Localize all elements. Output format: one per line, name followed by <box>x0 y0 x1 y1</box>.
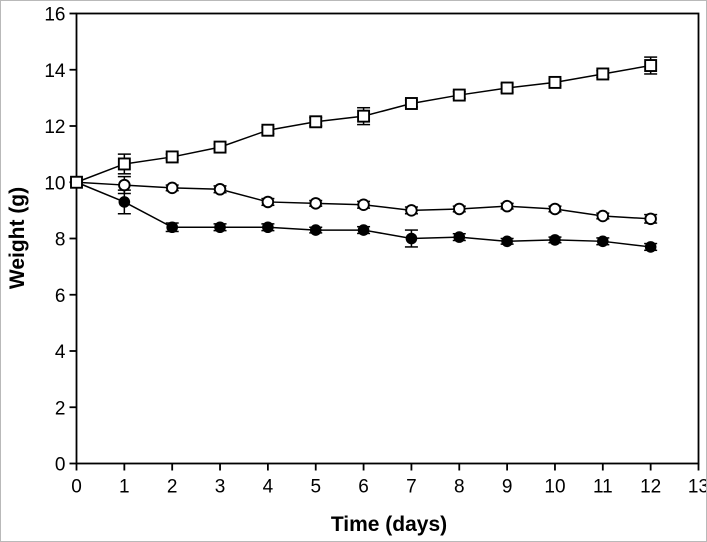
y-tick-label: 12 <box>44 117 65 138</box>
x-tick-label: 13 <box>688 477 706 498</box>
x-tick-label: 3 <box>215 477 226 498</box>
x-tick-label: 11 <box>593 477 613 498</box>
open-circle-marker <box>118 178 131 192</box>
filled-circle-marker <box>118 196 131 208</box>
y-tick-label: 4 <box>55 342 66 363</box>
open-square-marker <box>261 123 275 137</box>
open-circle-marker <box>309 197 322 210</box>
x-axis-label: Time (days) <box>331 513 447 536</box>
y-tick-label: 14 <box>44 61 66 82</box>
y-tick-label: 0 <box>55 455 66 476</box>
filled-circle-marker <box>549 234 561 246</box>
open-circle-marker <box>500 199 514 213</box>
open-circle-marker <box>165 181 179 195</box>
open-circle-marker <box>644 212 657 226</box>
open-square-marker <box>213 140 227 154</box>
filled-circle-marker <box>597 235 609 248</box>
x-tick-label: 1 <box>119 477 130 498</box>
open-circle-marker <box>213 183 227 196</box>
open-square-marker <box>500 81 514 95</box>
x-tick-label: 0 <box>71 477 82 498</box>
filled-circle-marker <box>309 224 322 236</box>
x-tick-label: 6 <box>358 477 369 498</box>
open-circle-marker <box>357 198 370 211</box>
open-square-marker <box>70 175 83 189</box>
open-circle-marker <box>261 195 275 209</box>
open-square-marker <box>404 97 418 110</box>
x-tick-label: 12 <box>640 477 661 498</box>
y-tick-label: 6 <box>55 286 66 307</box>
y-axis-label: Weight (g) <box>6 187 29 289</box>
open-square-marker <box>452 88 466 102</box>
y-tick-label: 8 <box>55 230 66 251</box>
open-circle-marker <box>453 202 466 216</box>
open-square-marker <box>596 67 610 81</box>
open-circle-marker <box>548 202 562 216</box>
open-square-marker <box>357 109 371 123</box>
x-tick-label: 4 <box>263 477 274 498</box>
filled-circle-marker <box>453 231 466 243</box>
open-circle-marker <box>596 209 610 223</box>
filled-circle-marker <box>644 241 657 253</box>
open-square-marker <box>644 59 658 72</box>
x-tick-label: 8 <box>454 477 465 498</box>
y-tick-label: 10 <box>44 173 65 194</box>
x-tick-label: 10 <box>544 477 565 498</box>
x-tick-label: 2 <box>167 477 178 498</box>
filled-circle-series-line <box>76 181 651 248</box>
open-square-marker <box>165 150 179 164</box>
y-tick-label: 16 <box>44 5 65 26</box>
open-square-marker <box>548 75 562 89</box>
x-tick-label: 7 <box>406 477 417 498</box>
open-square-marker <box>309 115 323 129</box>
filled-circle-marker <box>166 221 178 234</box>
filled-circle-marker <box>357 224 370 236</box>
x-tick-label: 9 <box>502 477 513 498</box>
filled-circle-marker <box>262 221 274 234</box>
x-tick-label: 5 <box>310 477 321 498</box>
filled-circle-marker <box>405 232 418 245</box>
y-tick-label: 2 <box>55 398 66 419</box>
open-circle-marker <box>405 204 418 217</box>
filled-circle-marker <box>214 221 226 234</box>
open-square-marker <box>117 157 131 171</box>
filled-circle-marker <box>501 235 513 248</box>
